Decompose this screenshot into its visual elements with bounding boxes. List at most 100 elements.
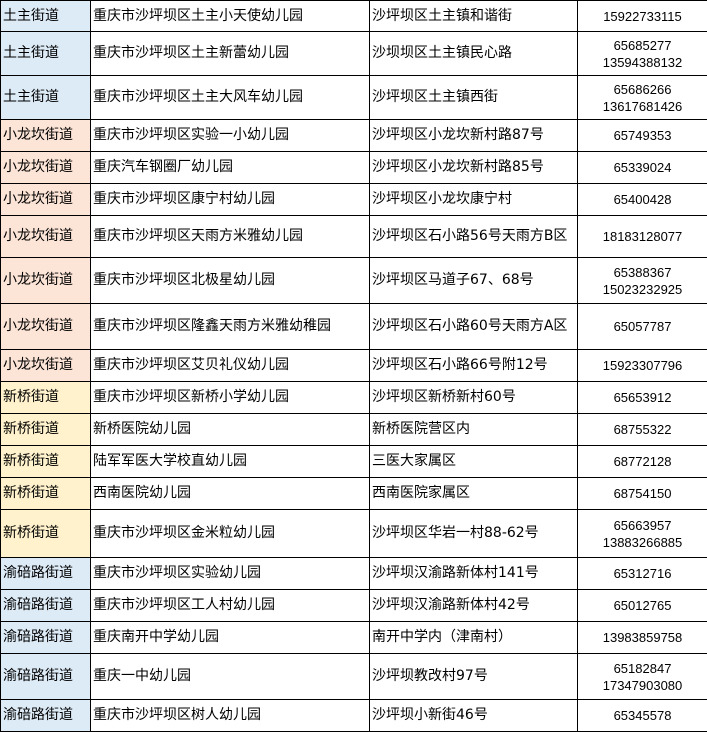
address-cell[interactable]: 沙坪坝区石小路60号天雨方A区 bbox=[370, 304, 578, 350]
phone-number: 65686266 bbox=[580, 81, 705, 98]
phone-number: 68772128 bbox=[580, 453, 705, 470]
street-cell[interactable]: 渝碚路街道 bbox=[1, 654, 91, 700]
street-cell[interactable]: 土主街道 bbox=[1, 1, 91, 32]
kindergarten-name-cell[interactable]: 重庆市沙坪坝区土主小天使幼儿园 bbox=[91, 1, 370, 32]
phone-cell[interactable]: 65339024 bbox=[578, 152, 707, 184]
address-cell[interactable]: 南开中学内（津南村） bbox=[370, 622, 578, 654]
phone-cell[interactable]: 13983859758 bbox=[578, 622, 707, 654]
kindergarten-name-cell[interactable]: 重庆汽车钢圈厂幼儿园 bbox=[91, 152, 370, 184]
kindergarten-name-cell[interactable]: 重庆市沙坪坝区树人幼儿园 bbox=[91, 700, 370, 732]
address-cell[interactable]: 西南医院家属区 bbox=[370, 478, 578, 510]
kindergarten-name-cell[interactable]: 新桥医院幼儿园 bbox=[91, 414, 370, 446]
address-cell[interactable]: 沙坪坝区石小路66号附12号 bbox=[370, 350, 578, 382]
address-cell[interactable]: 沙坪坝区马道子67、68号 bbox=[370, 258, 578, 304]
kindergarten-name-cell[interactable]: 重庆市沙坪坝区工人村幼儿园 bbox=[91, 590, 370, 622]
street-cell[interactable]: 渝碚路街道 bbox=[1, 622, 91, 654]
phone-cell[interactable]: 15923307796 bbox=[578, 350, 707, 382]
kindergarten-name-cell[interactable]: 重庆市沙坪坝区艾贝礼仪幼儿园 bbox=[91, 350, 370, 382]
street-cell[interactable]: 土主街道 bbox=[1, 32, 91, 76]
address-cell[interactable]: 沙坪坝区土主镇和谐街 bbox=[370, 1, 578, 32]
kindergarten-name-cell[interactable]: 重庆市沙坪坝区康宁村幼儿园 bbox=[91, 184, 370, 216]
kindergarten-name-cell[interactable]: 重庆市沙坪坝区实验幼儿园 bbox=[91, 558, 370, 590]
phone-cell[interactable]: 65012765 bbox=[578, 590, 707, 622]
phone-cell[interactable]: 65653912 bbox=[578, 382, 707, 414]
street-cell[interactable]: 小龙坎街道 bbox=[1, 304, 91, 350]
street-cell[interactable]: 小龙坎街道 bbox=[1, 216, 91, 258]
phone-cell[interactable]: 15922733115 bbox=[578, 1, 707, 32]
street-cell[interactable]: 新桥街道 bbox=[1, 414, 91, 446]
phone-number: 65388367 bbox=[580, 264, 705, 281]
street-cell[interactable]: 小龙坎街道 bbox=[1, 120, 91, 152]
street-cell[interactable]: 渝碚路街道 bbox=[1, 590, 91, 622]
kindergarten-name-cell[interactable]: 重庆市沙坪坝区天雨方米雅幼儿园 bbox=[91, 216, 370, 258]
phone-cell[interactable]: 68754150 bbox=[578, 478, 707, 510]
phone-number: 65182847 bbox=[580, 660, 705, 677]
phone-cell[interactable]: 65400428 bbox=[578, 184, 707, 216]
phone-number: 65749353 bbox=[580, 127, 705, 144]
phone-number: 17347903080 bbox=[580, 677, 705, 694]
address-cell[interactable]: 沙坪坝区小龙坎康宁村 bbox=[370, 184, 578, 216]
street-cell[interactable]: 新桥街道 bbox=[1, 478, 91, 510]
street-cell[interactable]: 小龙坎街道 bbox=[1, 350, 91, 382]
address-cell[interactable]: 沙坪坝区小龙坎新村路85号 bbox=[370, 152, 578, 184]
kindergarten-name-cell[interactable]: 重庆南开中学幼儿园 bbox=[91, 622, 370, 654]
kindergarten-name-cell[interactable]: 重庆一中幼儿园 bbox=[91, 654, 370, 700]
phone-number: 65685277 bbox=[580, 37, 705, 54]
address-cell[interactable]: 沙坪坝汉渝路新体村42号 bbox=[370, 590, 578, 622]
address-cell[interactable]: 沙坪坝区石小路56号天雨方B区 bbox=[370, 216, 578, 258]
street-cell[interactable]: 新桥街道 bbox=[1, 382, 91, 414]
phone-cell[interactable]: 65312716 bbox=[578, 558, 707, 590]
phone-cell[interactable]: 18183128077 bbox=[578, 216, 707, 258]
address-cell[interactable]: 沙坪坝区土主镇西街 bbox=[370, 76, 578, 120]
kindergarten-name-cell[interactable]: 重庆市沙坪坝区土主大风车幼儿园 bbox=[91, 76, 370, 120]
kindergarten-name-cell[interactable]: 重庆市沙坪坝区新桥小学幼儿园 bbox=[91, 382, 370, 414]
phone-number: 13594388132 bbox=[580, 54, 705, 71]
kindergarten-name-cell[interactable]: 重庆市沙坪坝区隆鑫天雨方米雅幼稚园 bbox=[91, 304, 370, 350]
kindergarten-name-cell[interactable]: 陆军军医大学校直幼儿园 bbox=[91, 446, 370, 478]
phone-cell[interactable]: 65749353 bbox=[578, 120, 707, 152]
kindergarten-name-cell[interactable]: 重庆市沙坪坝区土主新蕾幼儿园 bbox=[91, 32, 370, 76]
street-cell[interactable]: 新桥街道 bbox=[1, 446, 91, 478]
address-cell[interactable]: 沙坪坝小新街46号 bbox=[370, 700, 578, 732]
address-cell[interactable]: 沙坪坝区华岩一村88-62号 bbox=[370, 510, 578, 558]
street-cell[interactable]: 渝碚路街道 bbox=[1, 558, 91, 590]
kindergarten-name-cell[interactable]: 西南医院幼儿园 bbox=[91, 478, 370, 510]
phone-cell[interactable]: 68772128 bbox=[578, 446, 707, 478]
kindergarten-name-cell[interactable]: 重庆市沙坪坝区北极星幼儿园 bbox=[91, 258, 370, 304]
phone-number: 65312716 bbox=[580, 565, 705, 582]
phone-cell[interactable]: 65345578 bbox=[578, 700, 707, 732]
address-cell[interactable]: 沙坪坝区新桥新村60号 bbox=[370, 382, 578, 414]
address-cell[interactable]: 沙坪坝教改村97号 bbox=[370, 654, 578, 700]
address-cell[interactable]: 沙坪坝区小龙坎新村路87号 bbox=[370, 120, 578, 152]
phone-number: 13983859758 bbox=[580, 629, 705, 646]
kindergarten-name-cell[interactable]: 重庆市沙坪坝区实验一小幼儿园 bbox=[91, 120, 370, 152]
phone-cell[interactable]: 65057787 bbox=[578, 304, 707, 350]
street-cell[interactable]: 土主街道 bbox=[1, 76, 91, 120]
street-cell[interactable]: 小龙坎街道 bbox=[1, 184, 91, 216]
phone-number: 68754150 bbox=[580, 485, 705, 502]
phone-number: 65663957 bbox=[580, 517, 705, 534]
street-cell[interactable]: 小龙坎街道 bbox=[1, 152, 91, 184]
street-cell[interactable]: 新桥街道 bbox=[1, 510, 91, 558]
address-cell[interactable]: 新桥医院营区内 bbox=[370, 414, 578, 446]
kindergarten-name-cell[interactable]: 重庆市沙坪坝区金米粒幼儿园 bbox=[91, 510, 370, 558]
phone-cell[interactable]: 68755322 bbox=[578, 414, 707, 446]
street-cell[interactable]: 渝碚路街道 bbox=[1, 700, 91, 732]
address-cell[interactable]: 沙坝坝区土主镇民心路 bbox=[370, 32, 578, 76]
address-cell[interactable]: 沙坪坝汉渝路新体村141号 bbox=[370, 558, 578, 590]
address-cell[interactable]: 三医大家属区 bbox=[370, 446, 578, 478]
street-cell[interactable]: 小龙坎街道 bbox=[1, 258, 91, 304]
